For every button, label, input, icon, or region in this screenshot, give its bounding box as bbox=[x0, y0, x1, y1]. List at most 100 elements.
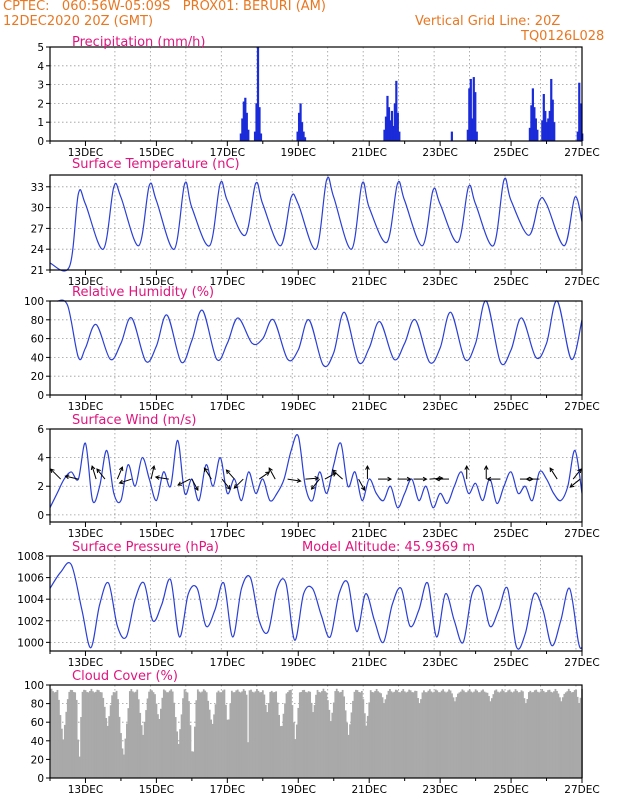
cloud-bar bbox=[195, 700, 198, 778]
x-tick-label: 19DEC bbox=[281, 147, 316, 159]
cloud-bar bbox=[167, 692, 170, 778]
y-tick-label: 0 bbox=[37, 136, 44, 148]
cloud-bar bbox=[281, 725, 283, 778]
cloud-bar bbox=[250, 689, 252, 778]
cloud-bar bbox=[146, 698, 149, 778]
x-tick-label: 13DEC bbox=[68, 784, 103, 796]
wind-arrow bbox=[226, 469, 235, 480]
wind-arrow-head bbox=[225, 469, 231, 475]
cloud-bar bbox=[551, 692, 554, 778]
cloud-bar bbox=[89, 690, 91, 778]
header-grid-note: Vertical Grid Line: 20Z bbox=[415, 14, 561, 29]
cloud-bar bbox=[259, 692, 261, 778]
precip-bar bbox=[475, 131, 478, 141]
cloud-bar bbox=[294, 739, 297, 778]
cloud-bar bbox=[118, 716, 121, 778]
cloud-bar bbox=[322, 688, 325, 778]
cloud-bar bbox=[149, 689, 152, 778]
cloud-bar bbox=[372, 692, 375, 778]
y-tick-label: 1 bbox=[37, 117, 44, 129]
x-tick-label: 21DEC bbox=[351, 657, 386, 669]
precip-bar bbox=[541, 120, 544, 141]
cloud-bar bbox=[78, 756, 81, 778]
wind-arrow bbox=[65, 475, 79, 480]
precip-bar bbox=[579, 103, 582, 141]
cloud-bar bbox=[421, 692, 424, 778]
cloud-bar bbox=[561, 697, 564, 778]
wind-arrow-head bbox=[310, 485, 316, 490]
y-tick-label: 3 bbox=[37, 80, 44, 92]
cloud-bar bbox=[573, 690, 576, 778]
x-tick-label: 17DEC bbox=[210, 276, 245, 288]
cloud-bar bbox=[501, 689, 504, 778]
cloud-bar bbox=[241, 691, 244, 778]
precip-bar bbox=[396, 112, 399, 141]
cloud-bar bbox=[177, 743, 180, 778]
y-tick-label: 1002 bbox=[17, 616, 44, 628]
wind-arrow bbox=[258, 471, 270, 480]
cloud-bar bbox=[319, 692, 322, 778]
cloud-bar bbox=[454, 701, 456, 778]
cloud-bar bbox=[470, 691, 473, 778]
wind-arrow bbox=[233, 478, 244, 489]
cloud-bar bbox=[87, 692, 90, 778]
cloud-bar bbox=[368, 702, 371, 778]
wind-arrow bbox=[324, 472, 337, 480]
cloud-bar bbox=[523, 698, 526, 778]
cloud-bar bbox=[491, 698, 493, 778]
wind-arrow bbox=[311, 478, 320, 490]
cloud-bar bbox=[94, 691, 97, 778]
cloud-bar bbox=[145, 710, 147, 778]
cloud-bar bbox=[359, 692, 362, 778]
x-tick-label: 23DEC bbox=[422, 147, 457, 159]
y-tick-label: 80 bbox=[31, 315, 44, 327]
cloud-bar bbox=[208, 709, 211, 778]
cloud-bar bbox=[541, 689, 544, 778]
cloud-bar bbox=[68, 691, 71, 778]
y-tick-label: 2 bbox=[37, 481, 44, 493]
y-tick-label: 1004 bbox=[17, 594, 44, 606]
precip-bar bbox=[550, 78, 553, 141]
cloud-bar bbox=[66, 699, 69, 778]
cloud-bar bbox=[567, 688, 570, 778]
x-tick-label: 21DEC bbox=[351, 401, 386, 413]
cloud-bar bbox=[508, 689, 511, 778]
cloud-bar bbox=[114, 692, 116, 778]
cloud-bar bbox=[217, 690, 220, 778]
cloud-bar bbox=[374, 690, 377, 778]
x-tick-label: 23DEC bbox=[422, 528, 457, 540]
cloud-bar bbox=[176, 731, 179, 778]
cloud-bar bbox=[326, 700, 329, 778]
cloud-bar bbox=[527, 692, 530, 778]
wind-arrow-head bbox=[387, 476, 393, 482]
cloud-bar bbox=[525, 703, 527, 778]
cloud-bar bbox=[103, 706, 106, 778]
cloud-bar bbox=[148, 691, 150, 778]
cloud-bar bbox=[406, 691, 409, 778]
cloud-bar bbox=[196, 689, 199, 778]
cloud-bar bbox=[572, 692, 575, 778]
cloud-bar bbox=[230, 690, 233, 778]
panel-title: Surface Wind (m/s) bbox=[72, 413, 196, 428]
wind-arrow bbox=[287, 478, 301, 482]
precip-bar bbox=[472, 77, 475, 141]
wind-arrow-head bbox=[483, 465, 489, 470]
cloud-bar bbox=[151, 690, 153, 778]
cloud-bar bbox=[106, 725, 109, 778]
cloud-bar bbox=[155, 703, 158, 778]
cloud-bar bbox=[306, 692, 309, 778]
panel-frame bbox=[49, 428, 583, 523]
cloud-bar bbox=[260, 692, 263, 778]
x-tick-label: 15DEC bbox=[139, 784, 174, 796]
wind-arrow-head bbox=[90, 465, 96, 471]
x-tick-label: 13DEC bbox=[68, 528, 103, 540]
y-tick-label: 30 bbox=[31, 203, 44, 215]
x-tick-label: 19DEC bbox=[281, 401, 316, 413]
cloud-bar bbox=[251, 691, 254, 778]
cloud-bar bbox=[301, 690, 304, 778]
x-tick-label: 23DEC bbox=[422, 276, 457, 288]
cloud-bar bbox=[164, 690, 167, 778]
cloud-bar bbox=[329, 721, 332, 778]
cloud-bar bbox=[459, 691, 462, 778]
cloud-bar bbox=[455, 697, 458, 778]
